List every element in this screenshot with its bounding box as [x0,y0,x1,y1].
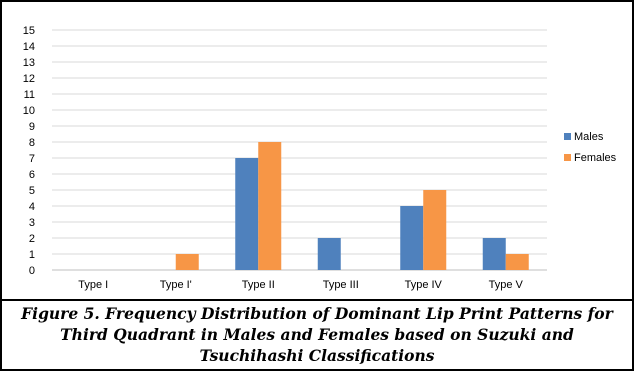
x-tick-label: Type V [489,279,524,291]
y-tick-label: 0 [29,265,35,277]
caption-line-2: Third Quadrant in Males and Females base… [60,325,574,344]
y-tick-label: 4 [29,201,35,213]
y-tick-label: 10 [23,105,35,117]
bar-females [505,254,529,270]
y-tick-label: 6 [29,169,35,181]
x-tick-label: Type I [78,279,108,291]
y-tick-label: 13 [23,57,35,69]
bar-males [482,238,506,270]
caption-divider [2,299,632,301]
legend-swatch [564,133,571,140]
y-tick-label: 2 [29,233,35,245]
bar-females [175,254,199,270]
x-tick-label: Type IV [405,279,443,291]
legend-label: Females [574,152,617,164]
bar-males [400,206,424,270]
x-tick-label: Type II [242,279,275,291]
y-tick-label: 1 [29,249,35,261]
legend-label: Males [574,131,604,143]
y-tick-label: 5 [29,185,35,197]
legend-swatch [564,154,571,161]
y-tick-label: 12 [23,73,35,85]
y-tick-label: 14 [23,41,35,53]
bar-females [423,190,447,270]
caption-line-3: Tsuchihashi Classifications [199,346,435,365]
bar-males [235,158,259,270]
caption-line-1: Figure 5. Frequency Distribution of Domi… [21,304,613,323]
y-tick-label: 3 [29,217,35,229]
y-tick-label: 9 [29,121,35,133]
bar-females [258,142,282,270]
y-tick-label: 11 [24,89,35,101]
chart-area: 0 1 2 3 4 5 6 7 8 9 10 11 12 13 14 15 Type I Type I' Type … [2,2,632,298]
x-tick-label: Type I' [160,279,192,291]
bar-males [317,238,341,270]
x-tick-label: Type III [323,279,359,291]
figure-caption: Figure 5. Frequency Distribution of Domi… [2,303,632,366]
y-tick-label: 15 [23,25,35,37]
y-tick-label: 8 [29,137,35,149]
y-tick-label: 7 [29,153,35,165]
